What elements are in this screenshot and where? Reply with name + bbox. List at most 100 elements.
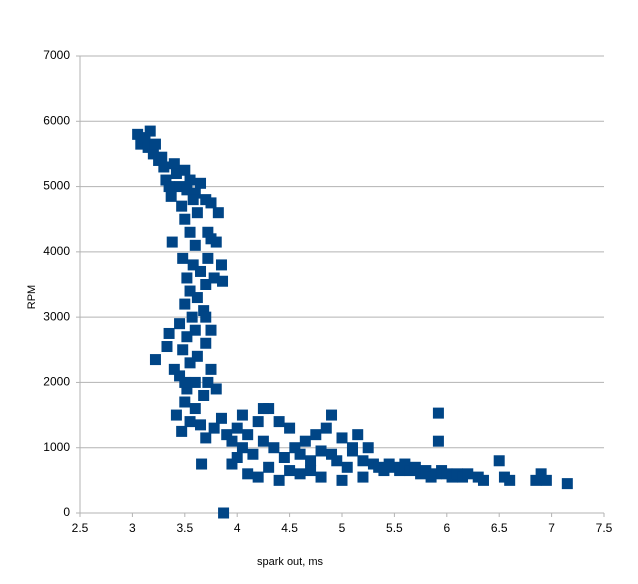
point — [168, 363, 180, 375]
point — [189, 324, 201, 336]
point — [221, 429, 233, 441]
point — [149, 354, 161, 366]
point — [212, 207, 224, 219]
point — [174, 370, 186, 382]
point — [176, 425, 188, 437]
point — [202, 226, 214, 238]
point — [158, 161, 170, 173]
point — [310, 429, 322, 441]
point — [179, 396, 191, 408]
point — [187, 259, 199, 271]
y-tick-label: 0 — [63, 505, 70, 519]
point — [179, 376, 191, 388]
point — [357, 471, 369, 483]
point — [336, 474, 348, 486]
point — [242, 429, 254, 441]
point — [132, 128, 144, 140]
point — [142, 141, 154, 153]
point — [170, 409, 182, 421]
point — [378, 465, 390, 477]
point — [205, 197, 217, 209]
point — [195, 265, 207, 277]
point — [196, 458, 208, 470]
y-tick-label: 2000 — [43, 375, 70, 389]
y-tick-label: 4000 — [43, 244, 70, 258]
point — [420, 465, 432, 477]
y-axis-label: RPM — [26, 285, 38, 309]
point — [200, 432, 212, 444]
point — [462, 468, 474, 480]
y-tick-label: 3000 — [43, 309, 70, 323]
point — [493, 455, 505, 467]
point — [191, 207, 203, 219]
point — [305, 455, 317, 467]
point — [179, 164, 191, 176]
point — [176, 200, 188, 212]
point — [208, 272, 220, 284]
point — [189, 376, 201, 388]
point — [156, 151, 168, 163]
point — [189, 403, 201, 415]
point — [362, 442, 374, 454]
point — [263, 461, 275, 473]
point — [289, 442, 301, 454]
point — [184, 416, 196, 428]
point — [346, 442, 358, 454]
x-tick-label: 2.5 — [72, 521, 89, 535]
point — [168, 158, 180, 170]
point — [174, 181, 186, 193]
point — [215, 259, 227, 271]
point — [315, 471, 327, 483]
x-tick-label: 3.5 — [176, 521, 193, 535]
point — [161, 341, 173, 353]
point — [202, 376, 214, 388]
point — [299, 435, 311, 447]
x-tick-label: 5 — [339, 521, 346, 535]
point — [530, 474, 542, 486]
x-tick-label: 6 — [443, 521, 450, 535]
point — [174, 318, 186, 330]
y-tick-label: 1000 — [43, 440, 70, 454]
point — [149, 138, 161, 150]
point — [231, 422, 243, 434]
point — [189, 239, 201, 251]
point — [135, 138, 147, 150]
point — [242, 468, 254, 480]
point — [170, 168, 182, 180]
point — [294, 448, 306, 460]
point — [205, 363, 217, 375]
x-tick-label: 4 — [234, 521, 241, 535]
x-tick-label: 7.5 — [596, 521, 613, 535]
point — [561, 478, 573, 490]
x-tick-label: 6.5 — [491, 521, 508, 535]
point — [195, 177, 207, 189]
point — [432, 407, 444, 419]
point — [278, 452, 290, 464]
point — [205, 233, 217, 245]
x-tick-label: 3 — [129, 521, 136, 535]
point — [160, 174, 172, 186]
point — [147, 148, 159, 160]
point — [195, 419, 207, 431]
point — [184, 174, 196, 186]
point — [210, 383, 222, 395]
point — [184, 357, 196, 369]
point — [215, 412, 227, 424]
point — [394, 465, 406, 477]
point — [202, 252, 214, 264]
point — [205, 324, 217, 336]
point — [409, 461, 421, 473]
x-axis-label: spark out, ms — [257, 556, 324, 568]
point — [504, 474, 516, 486]
point — [181, 184, 193, 196]
point — [163, 327, 175, 339]
point — [357, 455, 369, 467]
point — [294, 468, 306, 480]
point — [144, 125, 156, 137]
point — [200, 311, 212, 323]
point — [284, 422, 296, 434]
point — [179, 298, 191, 310]
point — [139, 132, 151, 144]
y-tick-label: 7000 — [43, 48, 70, 62]
point — [198, 305, 210, 317]
